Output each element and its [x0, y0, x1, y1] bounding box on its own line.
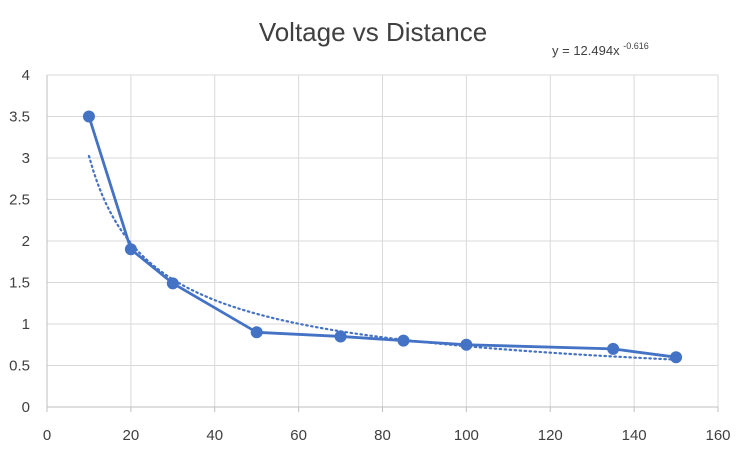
data-point-0-8: [670, 351, 683, 364]
chart-title: Voltage vs Distance: [259, 17, 487, 47]
data-point-0-7: [607, 342, 620, 355]
x-tick-label-5: 100: [454, 427, 479, 444]
y-tick-label-3: 1.5: [9, 275, 30, 292]
y-tick-label-1: 0.5: [9, 358, 30, 375]
x-tick-label-1: 20: [123, 427, 140, 444]
y-tick-label-0: 0: [22, 399, 30, 416]
x-tick-label-7: 140: [622, 427, 647, 444]
data-point-0-3: [250, 326, 263, 339]
y-tick-label-7: 3.5: [9, 109, 30, 126]
data-point-0-6: [460, 338, 473, 351]
trendline-layer: [87, 154, 678, 361]
trendline-equation-base: y = 12.494x: [552, 43, 620, 58]
y-tick-label-8: 4: [22, 67, 30, 84]
data-point-0-1: [124, 243, 137, 256]
data-point-0-2: [166, 277, 179, 290]
y-tick-label-6: 3: [22, 150, 30, 167]
x-tick-label-2: 40: [206, 427, 223, 444]
grid-lines: [47, 74, 719, 407]
x-tick-label-8: 160: [705, 427, 730, 444]
series-layer: [82, 110, 683, 364]
y-tick-label-2: 1: [22, 316, 30, 333]
trendline-equation: y = 12.494x -0.616: [552, 41, 649, 58]
data-point-0-0: [82, 110, 95, 123]
power-trendline: [87, 154, 678, 361]
data-point-0-5: [397, 334, 410, 347]
y-tick-label-4: 2: [22, 233, 30, 250]
x-tick-label-0: 0: [43, 427, 51, 444]
y-tick-label-5: 2.5: [9, 192, 30, 209]
axes: [46, 75, 719, 412]
data-point-0-4: [334, 330, 347, 343]
trendline-equation-exponent: -0.616: [623, 41, 649, 51]
x-tick-label-3: 60: [290, 427, 307, 444]
x-tick-label-6: 120: [538, 427, 563, 444]
x-tick-label-4: 80: [374, 427, 391, 444]
tick-labels: 0 20 40 60 80 100 120 140 160 0 0.5 1 1.5 2 2.5 3 3.5 4: [9, 67, 730, 444]
